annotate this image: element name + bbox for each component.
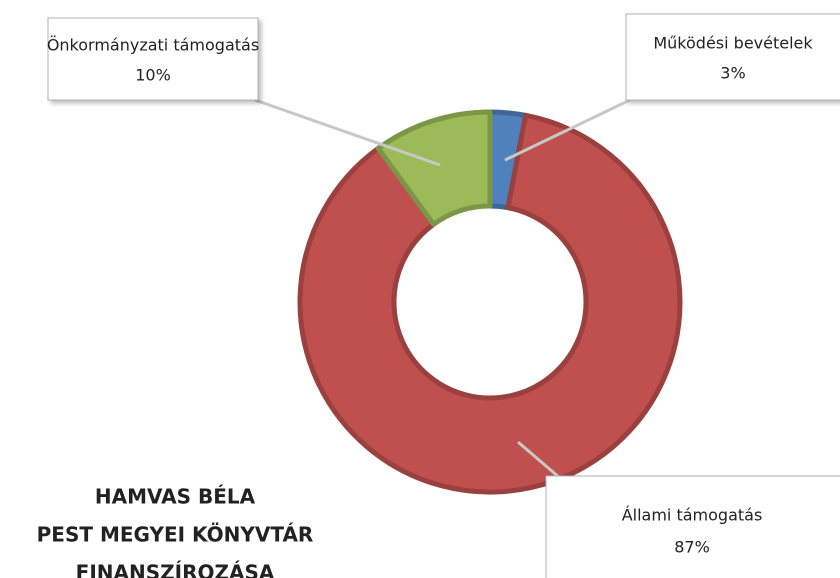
donut-segment [375,109,493,227]
value-label: 10% [135,66,171,85]
chart-title: PEST MEGYEI KÖNYVTÁR [37,523,314,547]
category-label: Önkormányzati támogatás [47,36,259,55]
leader-line [254,98,441,167]
chart-title: HAMVAS BÉLA [95,485,256,509]
label-box [625,13,840,101]
donut-segment [297,112,683,495]
value-label: 3% [720,64,745,83]
chart-title: FINANSZÍROZÁSA [76,561,275,578]
value-label: 87% [674,538,710,557]
label-box [47,17,259,101]
category-label: Állami támogatás [622,506,763,525]
label-box [545,475,840,578]
leader-line [517,440,561,480]
category-label: Működési bevételek [653,34,813,53]
leader-line [504,98,631,162]
